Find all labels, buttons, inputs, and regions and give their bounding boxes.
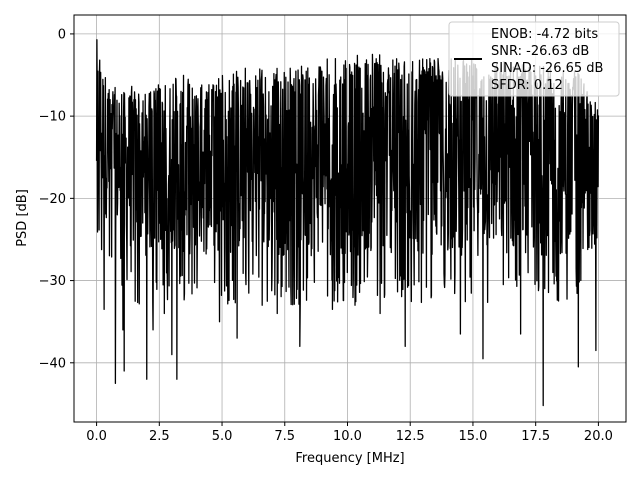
legend-box xyxy=(448,21,620,97)
y-tick-label: 0 xyxy=(58,27,66,42)
y-tick-label: −30 xyxy=(39,274,66,289)
x-tick-label: 0.0 xyxy=(86,429,107,444)
x-axis-label: Frequency [MHz] xyxy=(295,451,404,466)
x-tick-label: 12.5 xyxy=(396,429,425,444)
legend-sfdr: SFDR: 0.12 xyxy=(491,78,563,93)
x-tick-label: 2.5 xyxy=(149,429,170,444)
legend-snr: SNR: -26.63 dB xyxy=(491,44,589,59)
y-tick-label: −40 xyxy=(39,356,66,371)
legend: ENOB: -4.72 bits SNR: -26.63 dB SINAD: -… xyxy=(448,21,620,97)
y-tick-label: −10 xyxy=(39,110,66,125)
plot-frame xyxy=(73,14,627,423)
x-tick-label: 20.0 xyxy=(584,429,613,444)
x-axis-ticks: 0.0 2.5 5.0 7.5 10.0 12.5 15.0 17.5 20.0 xyxy=(86,422,613,444)
x-tick-label: 10.0 xyxy=(333,429,362,444)
x-tick-label: 5.0 xyxy=(212,429,233,444)
y-axis-label: PSD [dB] xyxy=(15,189,30,247)
x-tick-label: 15.0 xyxy=(458,429,487,444)
y-tick-label: −20 xyxy=(39,192,66,207)
legend-sinad: SINAD: -26.65 dB xyxy=(491,61,603,76)
psd-series xyxy=(95,39,600,407)
x-tick-label: 17.5 xyxy=(521,429,550,444)
psd-line xyxy=(95,39,600,407)
y-axis-ticks: 0 −10 −20 −30 −40 xyxy=(39,27,74,371)
legend-enob: ENOB: -4.72 bits xyxy=(491,27,598,42)
x-tick-label: 7.5 xyxy=(274,429,295,444)
